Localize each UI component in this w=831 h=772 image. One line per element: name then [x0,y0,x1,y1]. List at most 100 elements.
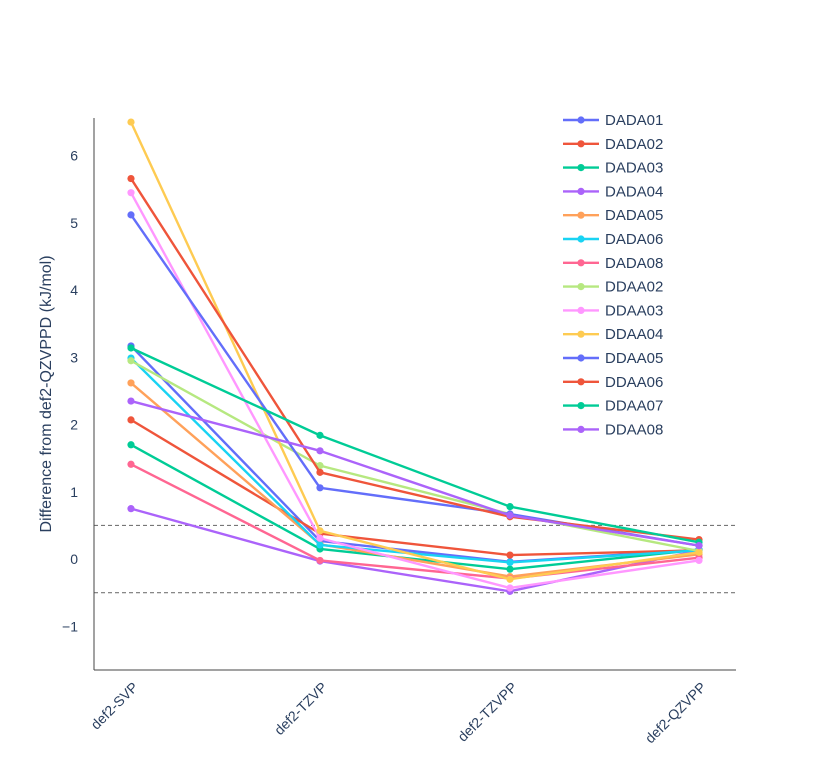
legend-label: DDAA05 [605,350,663,367]
legend-item[interactable]: DDAA03 [563,302,663,319]
legend-swatch-marker [577,330,585,338]
series-line [130,443,700,571]
data-point [695,542,703,550]
data-point [695,556,703,565]
series-line [130,346,700,544]
legend-swatch-marker [577,164,585,172]
series-ddaa03 [127,189,703,592]
data-point [127,416,135,424]
data-point [127,189,135,197]
legend-swatch-marker [577,283,585,291]
data-point [127,505,135,513]
legend-item[interactable]: DADA02 [563,136,663,153]
legend-label: DADA02 [605,136,663,153]
legend-swatch-marker [577,116,585,124]
data-point [316,556,324,565]
legend-label: DADA01 [605,112,663,129]
data-point [316,527,324,535]
legend-item[interactable]: DADA03 [563,160,663,177]
legend-swatch-marker [577,378,585,386]
data-point [506,565,514,573]
legend-swatch-marker [577,187,585,195]
legend[interactable]: DADA01 DADA02 DADA03 DADA04 DADA05 DADA06 DADA… [563,112,663,438]
legend-label: DDAA04 [605,326,663,343]
legend-item[interactable]: DDAA08 [563,421,663,438]
legend-label: DADA05 [605,207,663,224]
data-point [127,174,135,183]
y-tick-label: 0 [70,551,78,567]
legend-swatch-marker [577,259,585,267]
series-group [127,118,703,595]
data-point [127,441,135,449]
y-tick-label: 3 [70,349,78,365]
data-point [127,379,135,387]
data-point [316,534,324,542]
series-line [130,359,700,553]
legend-label: DDAA08 [605,421,663,438]
y-tick-label: 4 [70,282,78,298]
data-point [316,541,324,549]
legend-item[interactable]: DDAA02 [563,279,663,296]
legend-item[interactable]: DADA05 [563,207,663,224]
legend-swatch-marker [577,354,585,362]
legend-item[interactable]: DADA01 [563,112,663,129]
legend-label: DADA06 [605,231,663,248]
legend-item[interactable]: DDAA04 [563,326,663,343]
legend-label: DDAA02 [605,279,663,296]
y-tick-label: 6 [70,148,78,164]
legend-item[interactable]: DDAA07 [563,398,663,415]
legend-swatch-marker [577,211,585,219]
axes [93,118,736,671]
data-point [127,460,135,468]
data-point [506,551,514,559]
legend-item[interactable]: DADA04 [563,183,663,200]
legend-swatch-marker [577,425,585,433]
legend-label: DDAA07 [605,398,663,415]
series-line [130,399,700,547]
y-tick-label: 2 [70,417,78,433]
data-point [316,468,324,476]
legend-swatch-marker [577,140,585,148]
y-tick-label: 5 [70,215,78,231]
legend-label: DADA08 [605,255,663,272]
data-point [695,548,703,556]
data-point [506,503,514,511]
legend-item[interactable]: DDAA06 [563,374,663,391]
data-point [127,357,135,365]
data-point [316,447,324,455]
series-ddaa08 [127,397,703,550]
legend-swatch-marker [577,235,585,243]
legend-swatch-marker [577,306,585,314]
series-line [130,418,700,557]
data-point [506,584,514,592]
y-tick-label: −1 [62,618,78,634]
data-point [127,397,135,405]
series-line [129,177,700,541]
data-point [127,211,135,219]
legend-label: DADA03 [605,160,663,177]
legend-item[interactable]: DADA08 [563,255,663,272]
data-point [316,484,324,492]
series-line [130,463,700,580]
data-point [506,575,514,583]
series-line [130,357,700,564]
y-tick-label: 1 [70,484,78,500]
data-point [127,344,135,352]
series-line [129,192,700,590]
data-point [506,558,514,567]
legend-label: DDAA06 [605,374,663,391]
legend-label: DDAA03 [605,302,663,319]
legend-item[interactable]: DADA06 [563,231,663,248]
y-tick-labels: −1 0 1 2 3 4 5 6 [62,148,78,635]
data-point [506,511,514,519]
legend-label: DADA04 [605,183,663,200]
series-line [130,507,700,593]
legend-item[interactable]: DDAA05 [563,350,663,367]
reference-lines [94,524,736,594]
y-axis-title: Difference from def2-QZVPPD (kJ/mol) [38,255,55,532]
legend-swatch-marker [577,402,585,410]
data-point [127,118,135,126]
data-point [316,431,324,439]
